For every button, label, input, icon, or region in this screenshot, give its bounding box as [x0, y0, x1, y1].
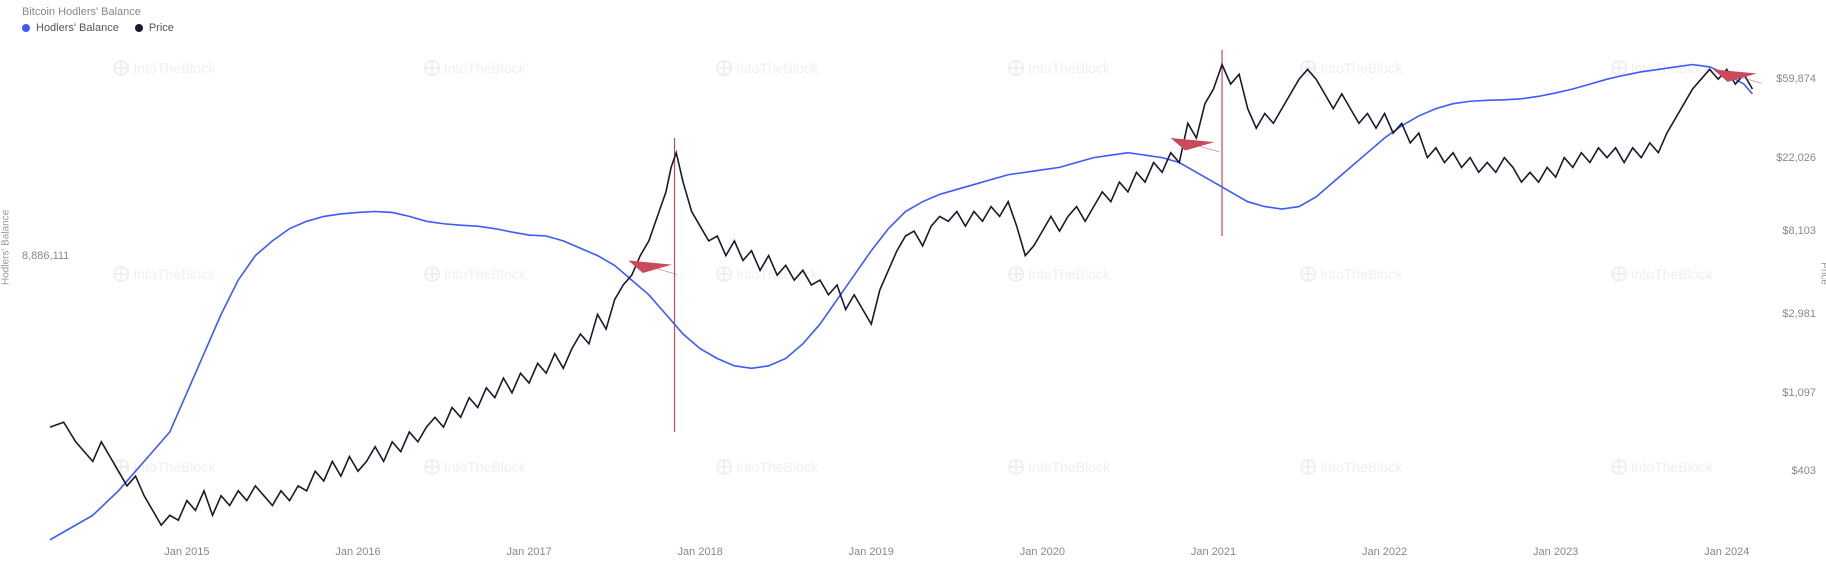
x-axis-tick: Jan 2024: [1704, 546, 1749, 558]
y-axis-right-tick: $1,097: [1782, 387, 1816, 399]
chart-svg: [50, 40, 1761, 530]
y-axis-right-tick: $22,026: [1776, 152, 1816, 164]
hodlers-line: [50, 65, 1752, 540]
price-line: [50, 65, 1752, 526]
chart-title: Bitcoin Hodlers' Balance: [22, 6, 141, 18]
legend-dot-price: [135, 24, 143, 32]
y-axis-right-tick: $2,981: [1782, 308, 1816, 320]
legend-item-hodlers[interactable]: Hodlers' Balance: [22, 22, 119, 34]
x-axis-tick: Jan 2021: [1191, 546, 1236, 558]
x-axis-tick: Jan 2023: [1533, 546, 1578, 558]
x-axis-tick: Jan 2016: [335, 546, 380, 558]
right-axis-label: Price: [1819, 262, 1826, 285]
x-axis-tick: Jan 2017: [506, 546, 551, 558]
left-axis-label: Hodlers' Balance: [1, 210, 12, 285]
legend-dot-hodlers: [22, 24, 30, 32]
x-axis-tick: Jan 2020: [1020, 546, 1065, 558]
legend: Hodlers' Balance Price: [22, 22, 174, 34]
x-axis-tick: Jan 2019: [849, 546, 894, 558]
legend-label: Hodlers' Balance: [36, 22, 119, 34]
y-axis-left-tick: 8,886,111: [22, 250, 69, 262]
y-axis-right-tick: $8,103: [1782, 225, 1816, 237]
y-axis-right-tick: $403: [1792, 465, 1816, 477]
legend-label: Price: [149, 22, 174, 34]
x-axis-tick: Jan 2015: [164, 546, 209, 558]
legend-item-price[interactable]: Price: [135, 22, 174, 34]
plot-area[interactable]: [50, 40, 1761, 530]
chart-container: Bitcoin Hodlers' Balance Hodlers' Balanc…: [0, 0, 1826, 570]
x-axis-tick: Jan 2022: [1362, 546, 1407, 558]
x-axis-tick: Jan 2018: [678, 546, 723, 558]
y-axis-right-tick: $59,874: [1776, 73, 1816, 85]
